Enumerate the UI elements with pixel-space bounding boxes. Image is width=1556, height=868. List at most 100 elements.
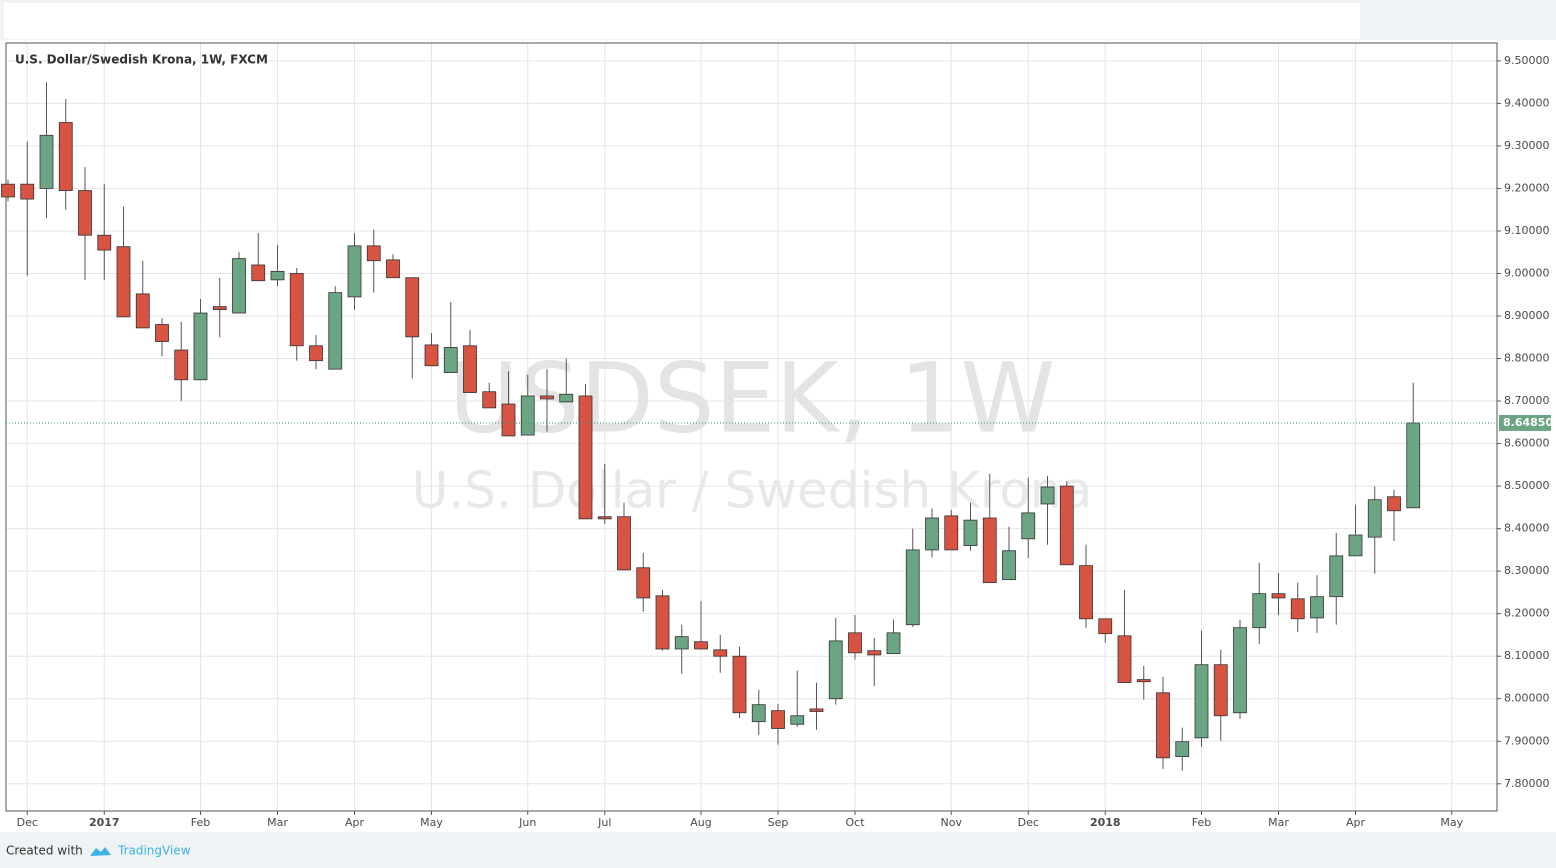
candle-body [636, 567, 651, 599]
y-tick-label: 8.50000 [1504, 479, 1550, 492]
candle-body [905, 549, 920, 626]
candle-body [251, 264, 266, 282]
x-tick-label: Apr [1346, 816, 1366, 829]
candle-body [674, 636, 689, 650]
candle-body [78, 190, 92, 236]
candle-body [1002, 550, 1016, 581]
candle-body [828, 640, 843, 700]
x-tick-label: Nov [941, 816, 963, 829]
candle-body [1194, 664, 1209, 739]
candle-body [232, 258, 246, 314]
candle-body [732, 655, 747, 714]
candle-body [20, 183, 35, 200]
watermark-group: USDSEK, 1W U.S. Dollar / Swedish Krona [412, 342, 1093, 519]
candle-body [135, 293, 150, 329]
candle-body [540, 395, 554, 400]
x-tick-label: Mar [1268, 816, 1289, 829]
x-tick-label: Apr [345, 816, 365, 829]
y-tick-label: 8.80000 [1504, 352, 1550, 365]
candle-body [848, 632, 862, 654]
candle-body [405, 277, 420, 338]
candle-body [944, 515, 959, 551]
candle-body [867, 650, 882, 656]
candle-body [982, 517, 997, 584]
candle-body [963, 519, 978, 547]
candle-body [751, 704, 766, 723]
footer-text: Created with [6, 844, 83, 858]
candle-body [925, 517, 939, 551]
candle-body [694, 641, 708, 650]
y-tick-label: 9.10000 [1504, 224, 1550, 237]
y-tick-label: 8.10000 [1504, 649, 1550, 662]
candle-body [1175, 741, 1190, 757]
candle-body [771, 710, 785, 729]
x-tick-label: Aug [690, 816, 711, 829]
candle-body [424, 344, 439, 367]
y-tick-label: 8.70000 [1504, 394, 1550, 407]
candle-body [1021, 512, 1036, 540]
x-tick-label: 2018 [1090, 816, 1121, 829]
plot-border [5, 42, 1498, 812]
candle-body [193, 312, 208, 381]
watermark: USDSEK, 1W [449, 342, 1056, 454]
y-tick-label: 8.00000 [1504, 692, 1550, 705]
candle-body [501, 403, 516, 437]
candle-body [174, 349, 189, 381]
y-tick-label: 8.40000 [1504, 522, 1550, 535]
candle-body [1290, 598, 1305, 620]
candle-body [1, 183, 15, 198]
candle-body [617, 516, 631, 571]
logo[interactable] [90, 847, 111, 856]
x-tick-label: Feb [191, 816, 210, 829]
last-price-box [1499, 414, 1551, 431]
candle-body [809, 708, 824, 712]
x-tick-label: May [420, 816, 443, 829]
candle-body [116, 246, 131, 318]
y-tick-label: 9.30000 [1504, 139, 1550, 152]
x-tick-label: 2017 [89, 816, 120, 829]
search-box[interactable] [4, 3, 1360, 39]
candle-body [386, 259, 400, 279]
candle-body [289, 273, 304, 347]
candle-body [212, 306, 227, 311]
chart-title: U.S. Dollar/Swedish Krona, 1W, FXCM [15, 53, 268, 67]
candle-body [443, 347, 458, 373]
candle-body [328, 292, 343, 370]
candle-body [655, 595, 670, 650]
candle-body [520, 395, 535, 436]
candle-body [1117, 635, 1132, 683]
candle-body [578, 395, 593, 520]
last-price-label: 8.64850 [1503, 416, 1553, 429]
x-tick-label: Oct [845, 816, 865, 829]
candle-body [1252, 593, 1267, 629]
candle-body [1136, 679, 1151, 683]
candle-body [559, 393, 574, 403]
x-tick-label: Sep [768, 816, 789, 829]
x-tick-label: May [1440, 816, 1463, 829]
x-tick-label: Dec [17, 816, 38, 829]
y-tick-label: 9.20000 [1504, 181, 1550, 194]
candle-body [886, 632, 901, 655]
candle-body [97, 234, 112, 251]
y-tick-label: 8.60000 [1504, 437, 1550, 450]
candle-body [270, 270, 285, 281]
candle-body [1271, 593, 1286, 599]
candle-body [1213, 664, 1228, 717]
candle-body [39, 134, 54, 189]
candle-body [482, 391, 497, 409]
footer-brand[interactable]: TradingView [117, 844, 191, 858]
candle-body [1233, 627, 1247, 714]
candle-body [1059, 485, 1074, 566]
y-tick-label: 9.40000 [1504, 96, 1550, 109]
candle-body [463, 345, 477, 393]
footer-bar [0, 832, 1556, 868]
candle-body [597, 516, 612, 520]
candle-body [790, 715, 805, 725]
candle-body [1156, 692, 1170, 759]
candle-body [1310, 596, 1324, 619]
candle-body [1387, 496, 1401, 512]
candle-body [1040, 486, 1055, 505]
candle-body [1079, 565, 1093, 620]
